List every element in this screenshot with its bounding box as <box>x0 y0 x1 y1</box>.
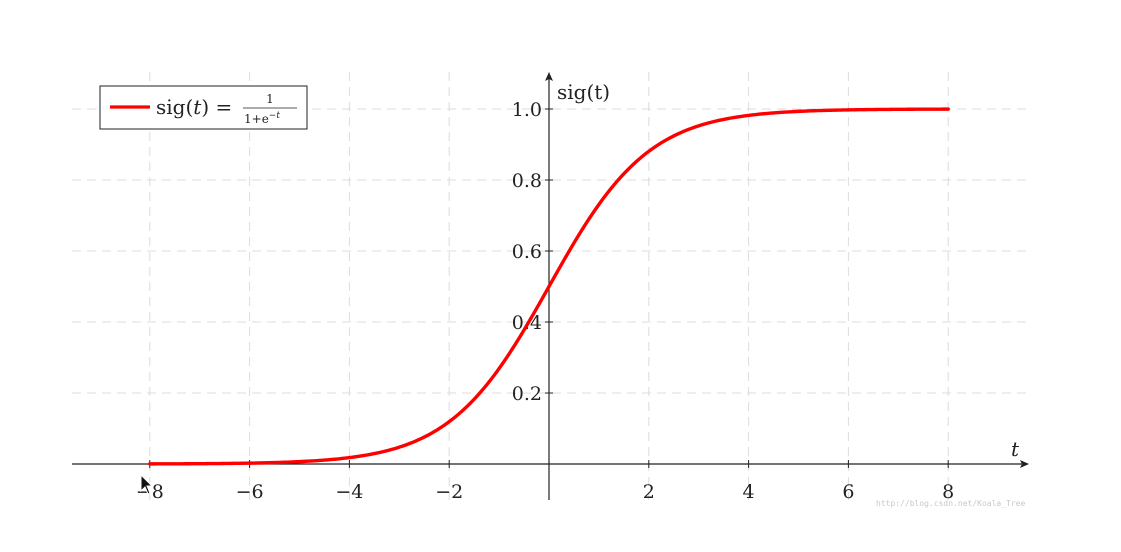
legend-prefix: sig( <box>156 95 193 119</box>
y-tick-label: 0.6 <box>512 241 542 263</box>
x-tick-label: 4 <box>743 481 755 503</box>
series-layer <box>148 107 950 466</box>
mouse-pointer-icon <box>140 474 154 495</box>
y-tick-labels: 0.20.40.60.81.0 <box>512 99 553 405</box>
data-point <box>598 204 599 205</box>
legend-denominator-base: 1+e <box>244 112 269 126</box>
data-point <box>748 115 749 116</box>
x-tick-label: 2 <box>643 481 655 503</box>
data-point <box>848 109 849 110</box>
y-axis-label: sig(t) <box>557 80 610 104</box>
legend-denominator: 1+e−t <box>244 111 280 126</box>
x-tick-label: 6 <box>842 481 854 503</box>
x-tick-label: −2 <box>435 481 463 503</box>
watermark: http://blog.csdn.net/Koala_Tree <box>876 499 1025 508</box>
y-tick-label: 0.2 <box>512 383 542 405</box>
data-point <box>798 111 799 112</box>
data-point <box>349 457 350 458</box>
legend-numerator: 1 <box>266 92 274 106</box>
data-point <box>499 368 500 369</box>
data-point <box>898 109 899 110</box>
series-line-sigmoid <box>148 107 950 466</box>
data-point <box>948 109 949 110</box>
legend-exponent: −t <box>269 111 281 121</box>
data-point <box>698 125 699 126</box>
x-tick-label: 8 <box>942 481 954 503</box>
x-axis-arrow <box>1020 460 1029 468</box>
data-point <box>149 463 150 464</box>
y-axis-arrow <box>545 72 553 81</box>
data-point <box>648 151 649 152</box>
data-point <box>199 463 200 464</box>
y-tick-label: 0.8 <box>512 170 542 192</box>
data-point <box>249 463 250 464</box>
data-point <box>399 447 400 448</box>
legend: sig(t) = 1 1+e−t <box>99 85 308 130</box>
data-point <box>449 421 450 422</box>
x-tick-label: −6 <box>236 481 264 503</box>
x-axis-label: t <box>1011 437 1020 461</box>
y-tick-label: 1.0 <box>512 99 542 121</box>
legend-var: t <box>193 95 202 119</box>
legend-label: sig(t) = <box>156 95 232 119</box>
data-point <box>299 461 300 462</box>
x-tick-label: −4 <box>335 481 363 503</box>
data-point <box>549 286 550 287</box>
x-tick-labels: −8 −6 −4 −2 2 4 6 8 <box>136 460 954 503</box>
legend-suffix: ) = <box>201 95 232 119</box>
